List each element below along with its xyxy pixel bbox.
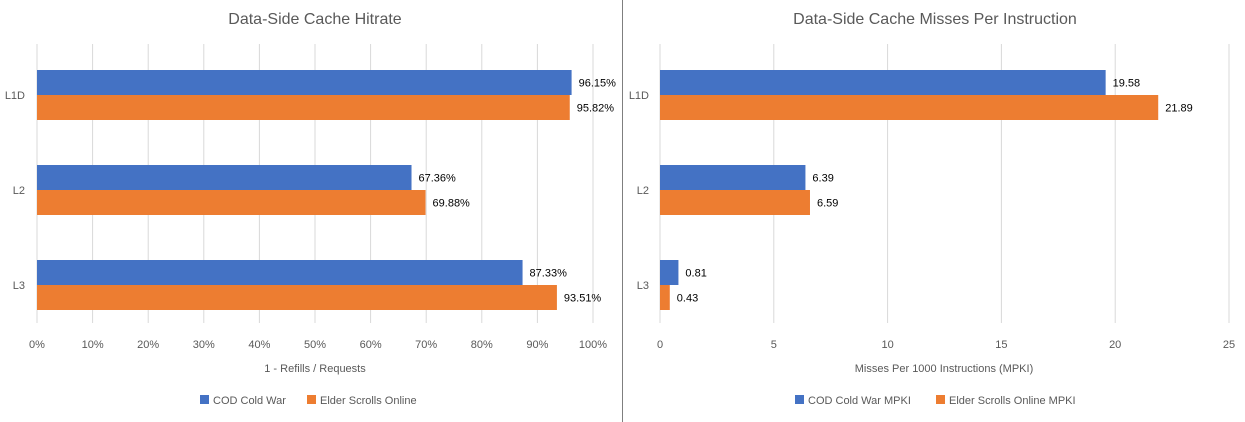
bar-orange [660, 95, 1159, 120]
x-tick-label: 15 [995, 339, 1007, 351]
category-label: L2 [13, 185, 25, 197]
x-tick-label: 100% [579, 339, 607, 351]
x-axis-title: 1 - Refills / Requests [264, 363, 366, 375]
data-label: 67.36% [419, 173, 457, 185]
category-label: L2 [637, 185, 649, 197]
bar-orange [660, 190, 810, 215]
legend-label: Elder Scrolls Online MPKI [949, 395, 1076, 407]
bar-orange [37, 190, 426, 215]
legend-swatch [307, 395, 316, 404]
x-tick-label: 50% [304, 339, 326, 351]
category-label: L3 [13, 280, 25, 292]
category-label: L3 [637, 280, 649, 292]
x-tick-label: 40% [248, 339, 270, 351]
x-tick-label: 90% [526, 339, 548, 351]
data-label: 93.51% [564, 293, 602, 305]
x-tick-label: 10% [82, 339, 104, 351]
legend-swatch [795, 395, 804, 404]
category-label: L1D [5, 90, 25, 102]
bar-blue [37, 260, 523, 285]
data-label: 6.59 [817, 198, 838, 210]
x-tick-label: 80% [471, 339, 493, 351]
x-tick-label: 25 [1223, 339, 1235, 351]
legend-label: COD Cold War [213, 395, 286, 407]
bar-blue [660, 70, 1106, 95]
data-label: 0.81 [685, 268, 706, 280]
data-label: 69.88% [433, 198, 471, 210]
legend-label: COD Cold War MPKI [808, 395, 911, 407]
bar-blue [660, 260, 679, 285]
chart-title: Data-Side Cache Misses Per Instruction [793, 11, 1077, 28]
bar-blue [37, 165, 412, 190]
legend-swatch [936, 395, 945, 404]
x-tick-label: 10 [881, 339, 893, 351]
data-label: 0.43 [677, 293, 698, 305]
x-axis-title: Misses Per 1000 Instructions (MPKI) [855, 363, 1034, 375]
x-tick-label: 20% [137, 339, 159, 351]
data-label: 19.58 [1113, 78, 1141, 90]
x-tick-label: 60% [360, 339, 382, 351]
data-label: 6.39 [812, 173, 833, 185]
legend-label: Elder Scrolls Online [320, 395, 417, 407]
bar-orange [37, 285, 557, 310]
x-tick-label: 70% [415, 339, 437, 351]
bar-blue [660, 165, 806, 190]
x-tick-label: 5 [771, 339, 777, 351]
data-label: 96.15% [579, 78, 617, 90]
legend-swatch [200, 395, 209, 404]
bar-orange [660, 285, 670, 310]
data-label: 95.82% [577, 103, 615, 115]
x-tick-label: 0% [29, 339, 45, 351]
data-label: 87.33% [530, 268, 568, 280]
x-tick-label: 30% [193, 339, 215, 351]
x-tick-label: 0 [657, 339, 663, 351]
x-tick-label: 20 [1109, 339, 1121, 351]
chart-title: Data-Side Cache Hitrate [228, 11, 402, 28]
category-label: L1D [629, 90, 649, 102]
bar-blue [37, 70, 572, 95]
data-label: 21.89 [1165, 103, 1193, 115]
bar-orange [37, 95, 570, 120]
